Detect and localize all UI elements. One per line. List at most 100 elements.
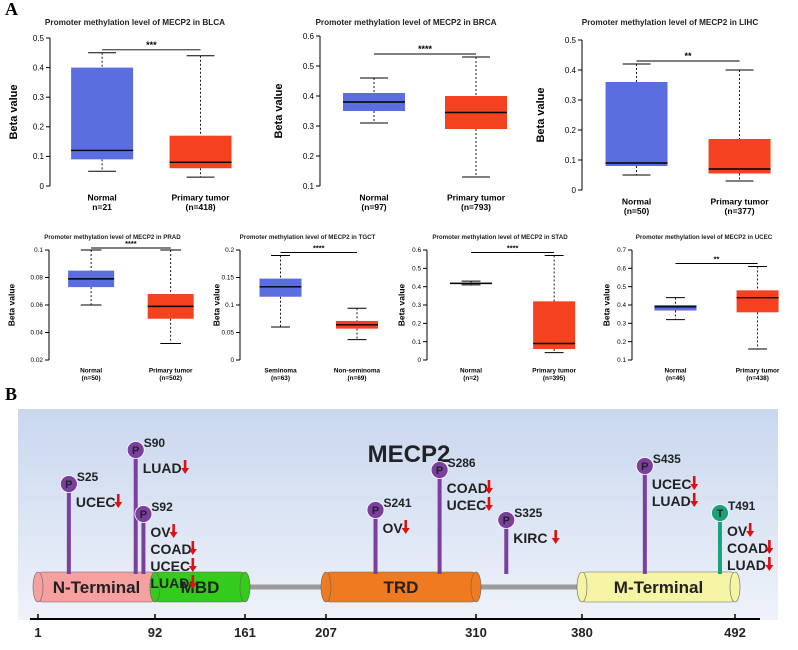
- y-tick-label: 0.04: [31, 330, 44, 337]
- cancer-label: UCEC: [76, 494, 116, 510]
- y-tick-label: 0: [40, 182, 45, 191]
- site-label: S435: [653, 452, 681, 466]
- y-tick-label: 0.05: [222, 330, 235, 337]
- phosphorylation-marker-icon: [366, 501, 385, 519]
- down-arrow-icon: [484, 488, 493, 494]
- box-normal: [343, 77, 405, 124]
- cancer-label: OV: [150, 524, 171, 540]
- y-tick-label: 0.3: [617, 321, 626, 328]
- sample-size-label: (n=395): [543, 375, 566, 382]
- box-iqr: [259, 278, 302, 297]
- category-label: Primary tumor: [736, 367, 780, 374]
- y-tick-label: 0.4: [33, 63, 45, 72]
- box-normal: [71, 52, 134, 172]
- down-arrow-icon: [484, 505, 493, 511]
- sample-size-label: (n=63): [271, 375, 290, 382]
- site-label: S90: [144, 436, 166, 450]
- cancer-label: LUAD: [652, 493, 691, 509]
- site-label: S286: [448, 456, 476, 470]
- y-tick-label: 0.5: [565, 36, 577, 45]
- down-arrow-icon: [746, 531, 755, 537]
- site-marker-letter: P: [65, 479, 72, 491]
- chart-title-lihc: Promoter methylation level of MECP2 in L…: [582, 18, 759, 27]
- y-tick-label: 0.06: [31, 302, 44, 309]
- category-label: Primary tumor: [532, 367, 576, 374]
- y-axis-label: Beta value: [273, 83, 285, 138]
- domain-trd: TRD: [320, 571, 482, 603]
- site-label: S92: [151, 500, 173, 514]
- y-tick-label: 0.08: [31, 275, 44, 282]
- y-tick-label: 0.1: [225, 302, 234, 309]
- site-marker-letter: P: [372, 505, 379, 517]
- cancer-label: LUAD: [150, 575, 189, 591]
- site-s25: P S25 UCEC: [59, 470, 123, 574]
- cancer-label: UCEC: [652, 476, 692, 492]
- category-label: Normal: [460, 367, 482, 374]
- significance-label: ****: [507, 244, 519, 253]
- chart-title-brca: Promoter methylation level of MECP2 in B…: [315, 18, 496, 27]
- site-label: S241: [384, 496, 412, 510]
- domain-cap-left: [576, 571, 588, 603]
- category-label: Normal: [87, 193, 116, 203]
- box-iqr: [654, 305, 697, 311]
- phosphorylation-marker-icon: [430, 461, 449, 479]
- y-tick-label: 0.3: [565, 96, 577, 105]
- ruler-label: 310: [465, 625, 487, 640]
- box-plot-tgct: Promoter methylation level of MECP2 in T…: [210, 228, 395, 388]
- cancer-label: OV: [727, 523, 748, 539]
- box-iqr: [605, 82, 668, 166]
- y-tick-label: 0.2: [303, 152, 315, 161]
- down-arrow-icon: [551, 538, 560, 544]
- y-tick-label: 0: [417, 357, 421, 364]
- box-plot-brca: Promoter methylation level of MECP2 in B…: [270, 14, 532, 212]
- y-tick-label: 0.6: [412, 247, 421, 254]
- significance-label: **: [714, 255, 720, 264]
- box-plot-lihc: Promoter methylation level of MECP2 in L…: [532, 14, 798, 216]
- box-tumor: [336, 307, 378, 341]
- cancer-label: COAD: [150, 541, 191, 557]
- site-marker-letter: P: [140, 509, 147, 521]
- sample-size-label: (n=502): [159, 375, 182, 382]
- phosphorylation-marker-icon: [59, 475, 78, 493]
- phosphorylation-marker-icon: [635, 457, 654, 475]
- domain-m-terminal: M-Terminal: [576, 571, 741, 603]
- site-marker-letter: P: [436, 465, 443, 477]
- y-axis-label: Beta value: [602, 283, 612, 326]
- ruler-label: 92: [148, 625, 162, 640]
- sample-size-label: (n=793): [461, 202, 491, 212]
- y-tick-label: 0.5: [412, 266, 421, 273]
- box-tumor: [169, 55, 232, 178]
- ruler-label: 1: [34, 625, 41, 640]
- sample-size-label: (n=418): [186, 202, 216, 212]
- down-arrow-icon: [690, 484, 699, 490]
- site-label: T491: [728, 499, 756, 513]
- y-tick-label: 0.5: [617, 284, 626, 291]
- cancer-label: OV: [383, 520, 404, 536]
- site-label: S325: [514, 506, 542, 520]
- cancer-label: LUAD: [727, 557, 766, 573]
- phosphorylation-marker-icon: [497, 511, 516, 529]
- y-axis-label: Beta value: [535, 87, 547, 142]
- site-s241: P S241 OV: [366, 496, 412, 574]
- significance-label: ****: [125, 239, 137, 248]
- down-arrow-icon: [765, 548, 774, 554]
- box-tumor: [708, 69, 771, 182]
- down-arrow-icon: [188, 549, 197, 555]
- chart-title-tgct: Promoter methylation level of MECP2 in T…: [240, 234, 376, 241]
- domain-cap-left: [32, 571, 44, 603]
- y-tick-label: 0.5: [33, 34, 45, 43]
- sample-size-label: (n=377): [725, 206, 755, 216]
- phosphorylation-marker-icon: [126, 441, 145, 459]
- y-tick-label: 0.1: [617, 357, 626, 364]
- domain-label: TRD: [384, 578, 419, 597]
- down-arrow-icon: [690, 501, 699, 507]
- sample-size-label: (n=69): [347, 375, 366, 382]
- sample-size-label: (n=46): [666, 375, 685, 382]
- ruler-label: 207: [315, 625, 337, 640]
- cancer-label: UCEC: [447, 497, 487, 513]
- significance-label: ****: [418, 44, 433, 54]
- category-label: Non-seminoma: [334, 367, 381, 374]
